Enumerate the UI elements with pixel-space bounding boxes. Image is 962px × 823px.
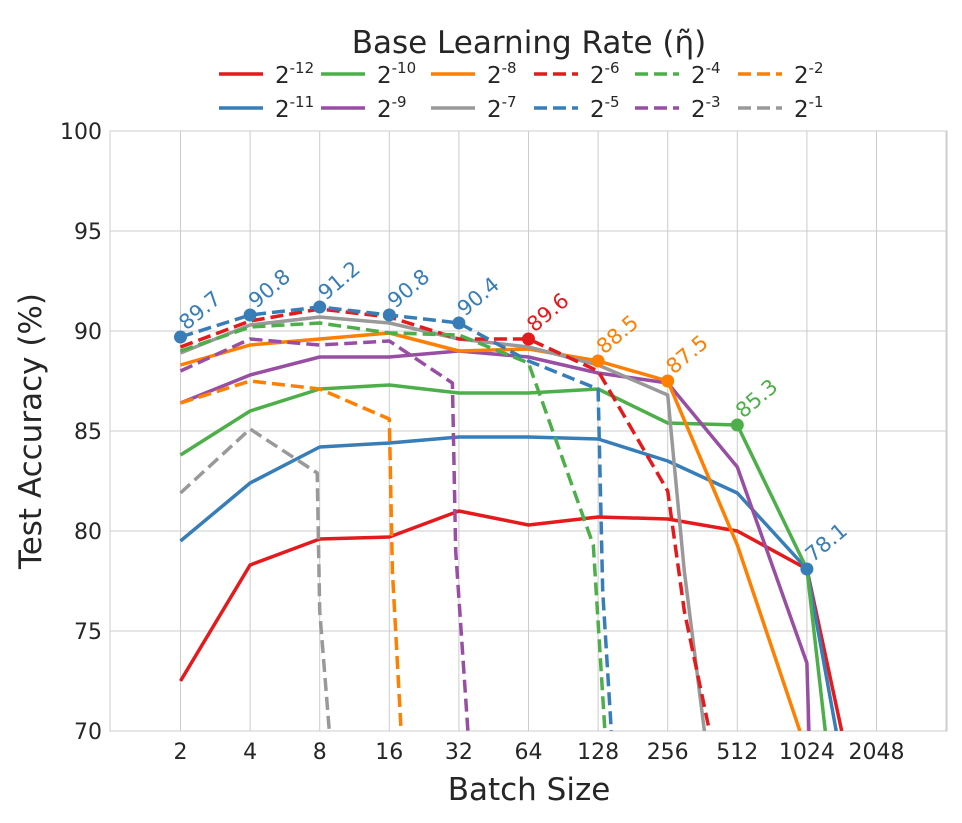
legend-label: 2-9 xyxy=(377,93,407,123)
y-tick-label: 90 xyxy=(74,320,102,345)
chart-title: Base Learning Rate (η̃) xyxy=(352,25,707,61)
legend-item-2-11: 2-11 xyxy=(219,93,314,123)
annotation-marker xyxy=(382,308,396,322)
series-line-2-3 xyxy=(179,337,470,731)
x-tick-label: 512 xyxy=(716,740,758,765)
y-tick-label: 80 xyxy=(74,520,102,545)
annotation-marker xyxy=(313,300,327,314)
legend-label: 2-8 xyxy=(487,59,517,89)
y-tick-label: 95 xyxy=(74,220,102,245)
legend-item-2-2: 2-2 xyxy=(738,59,824,89)
legend-label: 2-5 xyxy=(590,93,620,123)
x-tick-label: 1024 xyxy=(779,740,835,765)
annotation-marker xyxy=(661,374,675,388)
x-tick-label: 256 xyxy=(647,740,689,765)
legend-label: 2-3 xyxy=(691,93,721,123)
legend-label: 2-10 xyxy=(377,59,416,89)
legend-label: 2-2 xyxy=(794,59,824,89)
x-tick-label: 64 xyxy=(515,740,543,765)
legend-label: 2-6 xyxy=(590,59,620,89)
legend-label: 2-12 xyxy=(275,59,314,89)
legend-label: 2-11 xyxy=(275,93,314,123)
annotation-marker xyxy=(522,332,535,346)
legend: 2-12 2-11 2-10 2-9 2-8 2-7 2-6 2-5 2-4 2-3 2-2 2-1 xyxy=(219,59,824,123)
y-axis-label: Test Accuracy (%) xyxy=(13,293,49,570)
legend-label: 2-4 xyxy=(691,59,721,89)
legend-item-2-5: 2-5 xyxy=(534,93,620,123)
legend-item-2-9: 2-9 xyxy=(321,93,407,123)
series-line-2-5 xyxy=(179,305,614,731)
annotation-marker xyxy=(591,354,605,368)
legend-label: 2-7 xyxy=(487,93,517,123)
annotation-marker xyxy=(452,316,466,330)
y-tick-label: 75 xyxy=(74,620,102,645)
series-line-2-9 xyxy=(179,349,811,731)
x-tick-label: 2 xyxy=(174,740,188,765)
legend-item-2-3: 2-3 xyxy=(635,93,721,123)
series-layer xyxy=(178,305,844,731)
x-tick-label: 16 xyxy=(375,740,403,765)
series-line-2-11 xyxy=(179,435,838,731)
y-tick-label: 70 xyxy=(74,720,102,745)
x-tick-label: 4 xyxy=(243,740,257,765)
x-axis-label: Batch Size xyxy=(448,772,611,808)
series-line-2-6 xyxy=(179,307,712,731)
x-tick-label: 128 xyxy=(577,740,619,765)
legend-item-2-6: 2-6 xyxy=(534,59,620,89)
legend-item-2-4: 2-4 xyxy=(635,59,721,89)
legend-item-2-10: 2-10 xyxy=(321,59,416,89)
legend-item-2-7: 2-7 xyxy=(431,93,517,123)
annotation-marker xyxy=(243,308,257,322)
series-line-2-8 xyxy=(180,331,802,731)
x-axis-ticks: 2 4 8 16 32 64 128 256 512 1024 2048 xyxy=(174,740,905,765)
legend-item-2-12: 2-12 xyxy=(219,59,314,89)
x-tick-label: 32 xyxy=(445,740,473,765)
legend-label: 2-1 xyxy=(794,93,824,123)
series-line-2-10 xyxy=(179,383,828,731)
x-tick-label: 8 xyxy=(313,740,327,765)
annotation-marker xyxy=(800,562,814,576)
annotation-marker xyxy=(174,330,187,344)
series-line-2-2 xyxy=(179,379,403,731)
legend-item-2-8: 2-8 xyxy=(431,59,517,89)
y-axis-ticks: 70 75 80 85 90 95 100 xyxy=(60,120,102,745)
y-tick-label: 85 xyxy=(74,420,102,445)
y-tick-label: 100 xyxy=(60,120,102,145)
legend-item-2-1: 2-1 xyxy=(738,93,824,123)
annotation-marker xyxy=(730,418,744,432)
series-line-2-4 xyxy=(179,321,607,731)
plot-area: 89.7 90.8 91.2 90.8 90.4 89.6 88.5 87.585.378.1 xyxy=(109,130,948,732)
series-line-2-1 xyxy=(179,427,332,731)
x-tick-label: 2048 xyxy=(849,740,905,765)
series-line-2-12 xyxy=(178,509,844,731)
